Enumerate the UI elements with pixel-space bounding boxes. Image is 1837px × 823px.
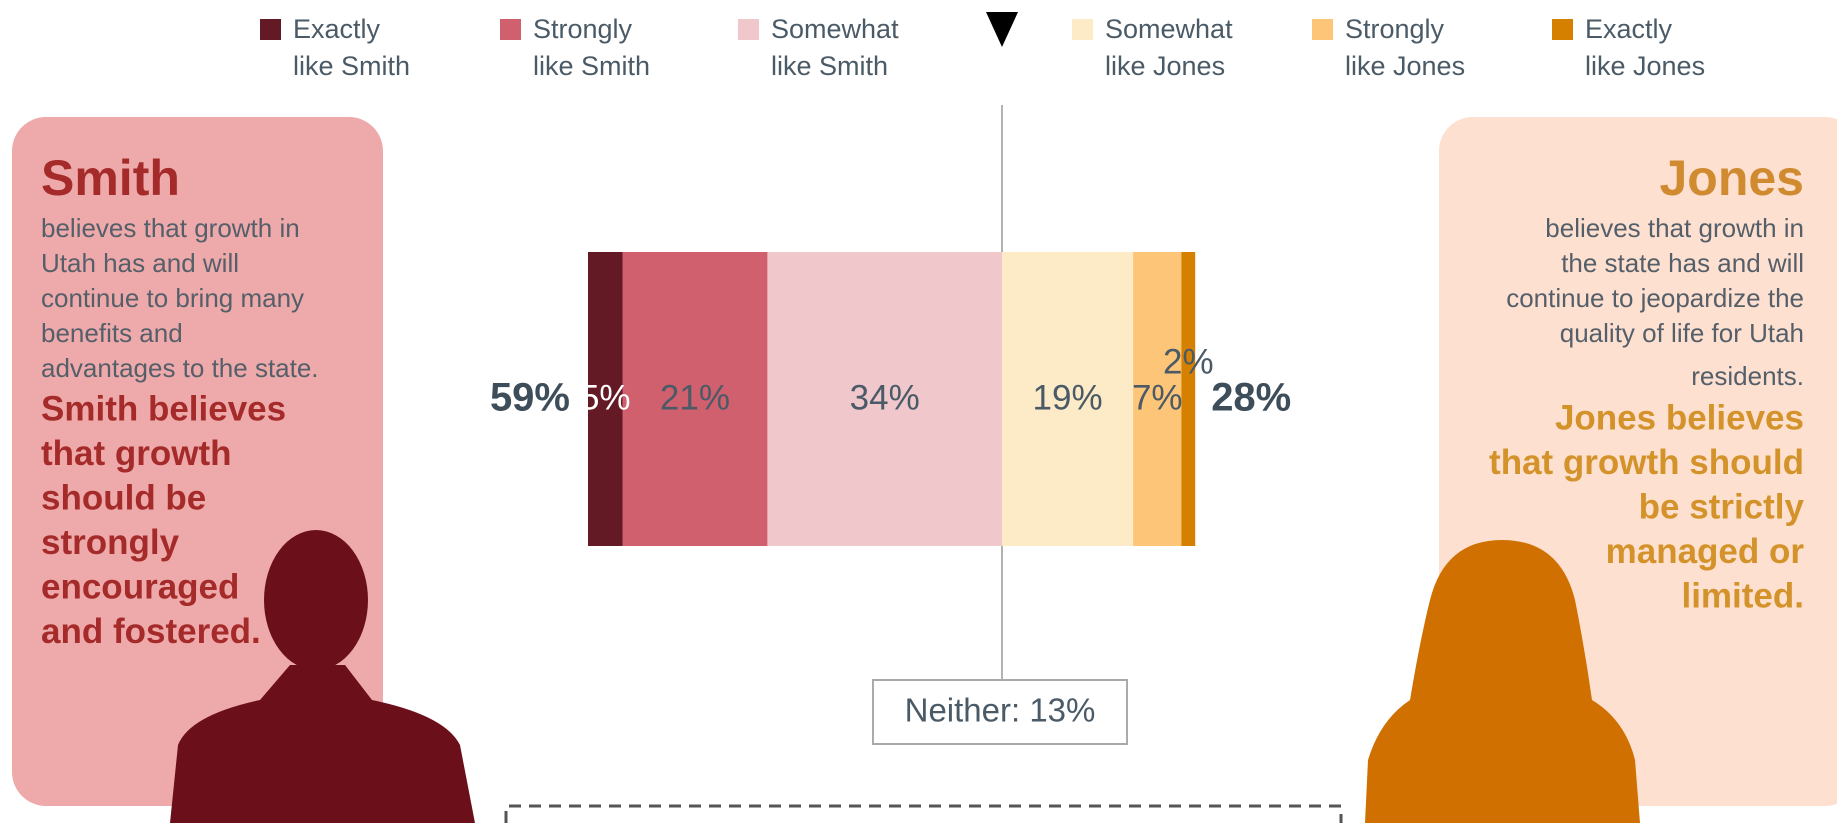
bar-segment [588,252,623,546]
panel-body: believes that growth in [41,213,300,243]
total-label: 59% [490,376,570,420]
segment-label: 34% [850,378,920,417]
panel-body: continue to bring many [41,283,304,313]
legend-swatch [738,19,759,40]
legend-swatch [1312,19,1333,40]
dashed-box [504,804,1343,823]
segment-label: 19% [1033,378,1103,417]
segment-label: 5% [580,378,631,417]
neither-label: Neither: 13% [905,692,1096,729]
legend-swatch [260,19,281,40]
panel-statement: Smith believes [41,389,286,428]
panel-statement: Jones believes [1555,398,1804,437]
panel-body: residents. [1691,361,1804,391]
center-marker [986,12,1018,47]
panel-body: believes that growth in [1545,213,1804,243]
panel-statement: encouraged [41,567,239,606]
legend-swatch [1552,19,1573,40]
segment-label: 2% [1163,342,1214,381]
legend-label: Exactly like Jones [1585,14,1706,81]
bar-segment [622,252,768,546]
segment-label: 21% [660,378,730,417]
legend-label: Somewhat like Smith [771,14,899,81]
bar-segment [767,252,1002,546]
neither-box [872,679,1128,745]
total-label: 28% [1211,376,1291,420]
panel-statement: and fostered. [41,612,261,651]
panel-body: benefits and [41,318,183,348]
legend-label: Strongly like Jones [1345,14,1466,81]
panel-statement: managed or [1606,532,1805,571]
panel-statement: that growth should [1489,443,1804,482]
legend-label: Somewhat like Jones [1105,14,1233,81]
legend-label: Strongly like Smith [533,14,651,81]
panel-statement: that growth [41,434,232,473]
panel-body: advantages to the state. [41,353,319,383]
legend-label: Exactly like Smith [293,14,411,81]
segment-label: 7% [1132,378,1183,417]
panel-body: quality of life for Utah [1560,318,1804,348]
panel-statement: limited. [1681,576,1804,615]
bar-segment [1181,252,1196,546]
panel-statement: should be [41,478,206,517]
bar-segment [1133,252,1182,546]
panel-title: Smith [41,150,180,206]
panel-statement: be strictly [1639,487,1805,526]
bar-segment [1002,252,1134,546]
legend-swatch [1072,19,1093,40]
panel-body: continue to jeopardize the [1506,283,1804,313]
smith-silhouette [170,530,475,823]
jones-silhouette [1365,540,1640,823]
legend-swatch [500,19,521,40]
panel-body: the state has and will [1561,248,1804,278]
panel-title: Jones [1659,150,1804,206]
panel-body: Utah has and will [41,248,239,278]
panel-statement: strongly [41,523,180,562]
